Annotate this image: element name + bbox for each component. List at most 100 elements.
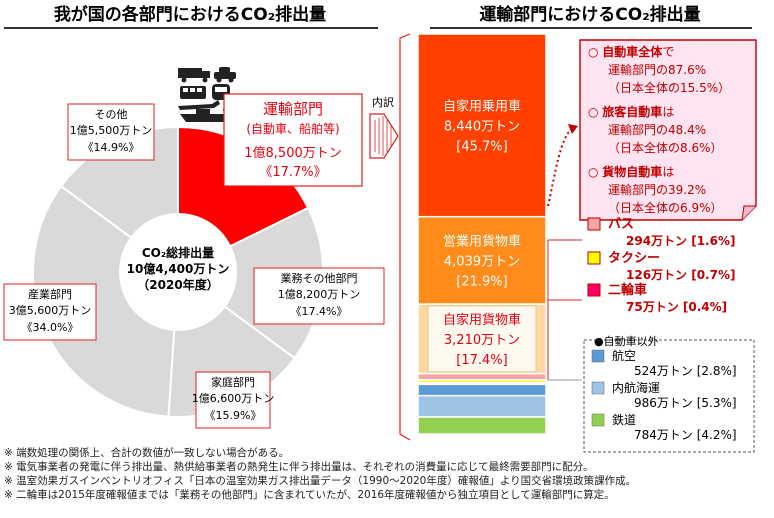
center-line1: CO₂総排出量 [142, 245, 214, 260]
callout-line3-2: （日本全体の6.9%） [608, 200, 723, 215]
callout-bullet-icon-1: ○ [588, 105, 602, 119]
business-percent: 《17.4%》 [291, 305, 348, 318]
transport-sublabel: (自動車、船舶等) [246, 121, 339, 136]
stack-segment-8 [417, 416, 547, 435]
callout-fold [741, 205, 756, 221]
other-value: 1億5,500万トン [70, 124, 153, 137]
other-name: その他 [95, 108, 128, 121]
industry-name: 産業部門 [28, 287, 72, 301]
legend-name-6: 航空 [612, 348, 636, 363]
center-line2: 10億4,400万トン [127, 261, 230, 276]
legend-value-6: 524万トン [2.8%] [634, 364, 737, 378]
legend-value-8: 784万トン [4.2%] [634, 428, 737, 442]
note-4: ※ 二輪車は2015年度確報値までは「業務その他部門」に含まれていたが、2016… [4, 489, 615, 501]
stack-segment-1 [417, 215, 547, 305]
callout-arrowhead-icon [568, 124, 578, 134]
center-line3: （2020年度） [137, 277, 218, 292]
business-label-box [253, 267, 385, 325]
legend-name-5: 二輪車 [608, 282, 647, 298]
callout-line2-0: 運輸部門の87.6% [608, 62, 706, 77]
legend-value-4: 126万トン [0.7%] [626, 268, 735, 282]
stack-label-box-2 [427, 305, 537, 373]
stack-label-name-2: 自家用貨物車 [443, 312, 521, 328]
business-name: 業務その他部門 [281, 271, 358, 285]
callout-tail-1: は [662, 105, 674, 119]
stack-label-name-1: 営業用貨物車 [443, 233, 521, 249]
stack-segment-0 [417, 33, 547, 218]
other-percent: 《14.9%》 [83, 141, 140, 154]
legend-name-7: 内航海運 [612, 380, 660, 395]
note-2: ※ 電気事業者の発電に伴う排出量、熱供給事業者の熱発生に伴う排出量は、それぞれの… [4, 461, 594, 473]
household-name: 家庭部門 [211, 375, 255, 389]
transport-label-box [223, 93, 363, 187]
callout-tail-2: は [662, 165, 674, 179]
breakdown-arrow-icon [369, 113, 399, 159]
callout-line1-1: ○ 旅客自動車は [588, 104, 674, 119]
stack-segment-3 [417, 372, 547, 381]
stack-label-percent-0: [45.7%] [456, 139, 507, 154]
callout-line1-0: ○ 自動車全体で [588, 44, 674, 59]
household-value: 1億6,600万トン [192, 392, 275, 405]
legend-swatch-5 [587, 283, 601, 297]
stack-label-percent-1: [21.9%] [456, 274, 507, 289]
stack-label-percent-2: [17.4%] [456, 353, 507, 368]
legend: バス 294万トン [1.6%] タクシー 126万トン [0.7%]二輪車 75万トン… [587, 217, 737, 442]
legend-swatch-8 [591, 413, 605, 427]
bus-icon [180, 86, 206, 99]
legend-swatch-7 [591, 381, 605, 395]
stack-label-value-0: 8,440万トン [444, 119, 520, 134]
note-1: ※ 端数処理の関係上、合計の数値が一致しない場合がある。 [4, 447, 290, 459]
callout-arrow [547, 127, 573, 207]
household-label-box [195, 371, 271, 429]
breakdown-label: 内訳 [372, 95, 394, 109]
callout-line1-2: ○ 貨物自動車は [588, 164, 674, 179]
legend-swatch-4 [587, 251, 601, 265]
stack-bracket [399, 33, 411, 441]
stacked-bar: 自家用乗用車 8,440万トン [45.7%] 営業用貨物車 4,039万トン [21.9… [417, 33, 547, 435]
non-auto-title: ●自動車以外 [594, 334, 659, 348]
stack-label-value-2: 3,210万トン [444, 333, 520, 348]
callout-bullet-icon-2: ○ [588, 165, 602, 179]
donut-slice-transport [177, 125, 310, 248]
legend-swatch-3 [587, 217, 601, 231]
stack-label-value-1: 4,039万トン [444, 254, 520, 269]
industry-percent: 《34.0%》 [22, 321, 79, 334]
right-title: 運輸部門におけるCO₂排出量 [479, 4, 700, 25]
airplane-icon [178, 100, 220, 110]
left-title: 我が国の各部門におけるCO₂排出量 [54, 4, 326, 25]
industry-label-box [3, 283, 97, 341]
stack-label-name-0: 自家用乗用車 [443, 98, 521, 114]
callout-line3-1: （日本全体の8.6%） [608, 140, 723, 155]
callout-line2-2: 運輸部門の39.2% [608, 182, 706, 197]
legend-value-3: 294万トン [1.6%] [626, 234, 735, 248]
household-percent: 《15.9%》 [205, 409, 262, 422]
stack-segment-6 [417, 383, 547, 397]
ship-icon [180, 109, 232, 122]
truck-icon [178, 68, 210, 83]
legend-value-5: 75万トン [0.4%] [626, 300, 727, 314]
legend-name-3: バス [608, 217, 634, 232]
callout-bold-0: 自動車全体 [602, 44, 663, 59]
car-icon [214, 67, 236, 83]
transport-value: 1億8,500万トン [244, 145, 342, 161]
industry-value: 3億5,600万トン [9, 304, 92, 317]
stack-segment-7 [417, 394, 547, 418]
callout-bold-1: 旅客自動車 [602, 104, 662, 119]
callout-line3-0: （日本全体の15.5%） [608, 80, 730, 95]
donut-slice-industry [32, 184, 176, 418]
callout-bold-2: 貨物自動車 [602, 164, 662, 179]
business-value: 1億8,200万トン [278, 288, 361, 301]
legend-name-8: 鉄道 [612, 412, 636, 427]
callout-bullet-icon-0: ○ [588, 45, 602, 59]
transport-percent: 《17.7%》 [259, 165, 326, 180]
other-label-box [67, 103, 155, 161]
legend-name-4: タクシー [608, 251, 660, 266]
callout-line2-1: 運輸部門の48.4% [608, 122, 706, 137]
legend-value-7: 986万トン [5.3%] [634, 396, 737, 410]
transport-name: 運輸部門 [263, 100, 323, 118]
non-auto-box [583, 339, 755, 453]
vehicle-icons [178, 67, 241, 122]
note-3: ※ 温室効果ガスインベントリオフィス「日本の温室効果ガス排出量データ（1990～… [4, 475, 637, 487]
